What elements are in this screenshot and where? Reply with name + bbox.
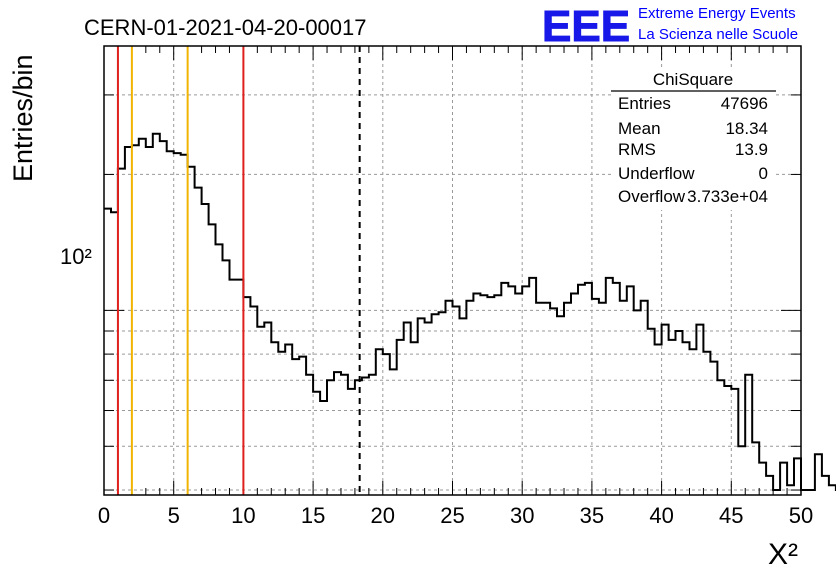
stats-value-rms: 13.9 <box>735 140 768 159</box>
stats-value-overflow: 3.733e+04 <box>687 187 768 206</box>
brand-line-1: Extreme Energy Events <box>638 5 796 22</box>
histogram-series <box>104 132 836 491</box>
x-axis-label: X² <box>768 538 798 571</box>
x-tick-label: 30 <box>510 503 534 528</box>
x-tick-labels: 0 5 10 15 20 25 30 35 40 45 50 <box>98 503 813 528</box>
stats-label-mean: Mean <box>618 119 661 138</box>
x-tick-label: 35 <box>580 503 604 528</box>
histogram-step-line <box>104 132 836 491</box>
stats-box-title: ChiSquare <box>653 70 733 89</box>
x-tick-label: 45 <box>719 503 743 528</box>
x-tick-label: 40 <box>649 503 673 528</box>
y-axis-label: Entries/bin <box>8 54 38 182</box>
x-tick-label: 25 <box>440 503 464 528</box>
plot-frame <box>103 45 802 496</box>
x-tick-label: 50 <box>789 503 813 528</box>
stats-label-rms: RMS <box>618 140 656 159</box>
stats-label-overflow: Overflow <box>618 187 686 206</box>
x-tick-label: 0 <box>98 503 110 528</box>
stats-value-entries: 47696 <box>721 94 768 113</box>
stats-value-underflow: 0 <box>759 164 768 183</box>
cut-lines <box>116 46 361 495</box>
stats-box: ChiSquare Entries 47696 Mean 18.34 RMS 1… <box>611 67 776 210</box>
stats-label-entries: Entries <box>618 94 671 113</box>
y-tick-label-100: 10² <box>60 244 92 269</box>
x-tick-label: 10 <box>231 503 255 528</box>
x-tick-label: 20 <box>371 503 395 528</box>
x-tick-label: 15 <box>301 503 325 528</box>
x-tick-label: 5 <box>168 503 180 528</box>
grid-lines <box>104 46 801 495</box>
eee-logo: EEE <box>542 2 630 51</box>
stats-value-mean: 18.34 <box>725 119 768 138</box>
brand-line-2: La Scienza nelle Scuole <box>638 26 798 43</box>
run-title: CERN-01-2021-04-20-00017 <box>84 15 367 40</box>
stats-label-underflow: Underflow <box>618 164 695 183</box>
